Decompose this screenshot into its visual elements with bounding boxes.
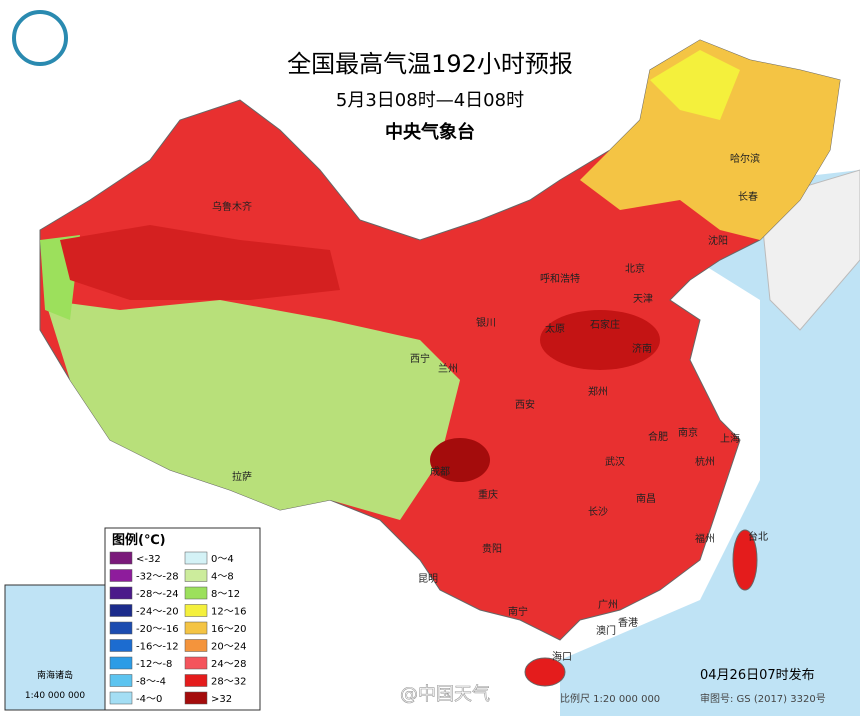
city: 香港 xyxy=(618,617,638,629)
legend-swatch xyxy=(184,569,208,582)
legend-label: -28～-24 xyxy=(136,589,179,600)
org: 中央气象台 xyxy=(385,121,475,143)
city: 南宁 xyxy=(508,605,528,618)
legend-label: >32 xyxy=(211,694,232,705)
city: 福州 xyxy=(695,532,715,545)
legend-label: -8～-4 xyxy=(136,677,166,688)
northeast-hill xyxy=(650,50,740,120)
basin xyxy=(60,225,340,300)
legend-swatch xyxy=(184,621,208,635)
legend-label: 0～4 xyxy=(211,554,234,565)
approval: 审图号: GS (2017) 3320号 xyxy=(700,692,826,705)
city: 石家庄 xyxy=(590,318,620,331)
subtitle: 5月3日08时—4日08时 xyxy=(336,90,524,111)
legend-swatch xyxy=(109,604,133,617)
city: 长沙 xyxy=(588,506,608,518)
logo xyxy=(12,10,68,66)
city: 沈阳 xyxy=(708,234,728,247)
scale: 比例尺 1:20 000 000 xyxy=(560,692,660,705)
legend-label: 24～28 xyxy=(211,659,246,670)
legend-swatch xyxy=(184,674,208,687)
legend-swatch xyxy=(184,586,208,600)
legend-swatch xyxy=(184,551,208,565)
city: 北京 xyxy=(625,262,645,275)
city: 合肥 xyxy=(648,430,668,443)
city: 郑州 xyxy=(588,385,608,398)
city: 天津 xyxy=(633,293,653,305)
inset-scale: 1:40 000 000 xyxy=(25,691,86,701)
legend-label: -32～-28 xyxy=(136,572,179,583)
legend-swatch xyxy=(184,604,208,617)
release: 04月26日07时发布 xyxy=(700,667,815,683)
city: 西宁 xyxy=(410,352,430,365)
legend-label: 16～20 xyxy=(211,624,246,635)
legend-swatch xyxy=(184,656,208,670)
legend-swatch xyxy=(184,691,208,705)
legend-swatch xyxy=(109,639,133,652)
city: 银川 xyxy=(476,316,496,329)
city: 长春 xyxy=(738,191,758,203)
legend-swatch xyxy=(109,621,133,635)
city: 海口 xyxy=(552,650,572,663)
legend-label: -12～-8 xyxy=(136,659,172,670)
legend-title: 图例(℃) xyxy=(112,532,166,548)
legend-label: -16～-12 xyxy=(136,642,179,653)
hot-area xyxy=(430,438,490,482)
city: 成都 xyxy=(430,466,450,478)
city: 上海 xyxy=(720,432,740,445)
northeast xyxy=(580,40,840,240)
legend-label: 12～16 xyxy=(211,607,246,618)
city: 重庆 xyxy=(478,488,498,501)
legend-label: <-32 xyxy=(136,554,161,565)
city: 武汉 xyxy=(605,455,625,468)
legend-label: -24～-20 xyxy=(136,607,179,618)
city: 澳门 xyxy=(596,624,616,637)
legend-swatch xyxy=(109,656,133,670)
plateau xyxy=(45,300,460,520)
legend-swatch xyxy=(109,586,133,600)
city: 南昌 xyxy=(636,492,656,505)
legend-swatch xyxy=(109,551,133,565)
city: 西安 xyxy=(515,398,535,411)
legend-label: -4～0 xyxy=(136,694,162,705)
inset-title: 南海诸岛 xyxy=(37,669,73,681)
city: 乌鲁木齐 xyxy=(212,200,252,213)
title: 全国最高气温192小时预报 xyxy=(287,50,573,78)
inset xyxy=(4,584,106,711)
city: 南京 xyxy=(678,426,698,439)
city: 昆明 xyxy=(418,573,438,585)
city: 济南 xyxy=(632,342,652,355)
legend-label: 28～32 xyxy=(211,677,246,688)
legend-swatch xyxy=(184,639,208,652)
legend-label: 4～8 xyxy=(211,572,234,583)
watermark: @中国天气 xyxy=(400,684,490,705)
city: 呼和浩特 xyxy=(540,273,580,285)
city: 杭州 xyxy=(695,455,715,468)
city: 兰州 xyxy=(438,362,458,375)
city: 广州 xyxy=(598,599,618,611)
city: 哈尔滨 xyxy=(730,152,760,165)
hainan xyxy=(524,657,566,687)
hot-area xyxy=(540,310,660,370)
city: 太原 xyxy=(545,322,565,335)
legend-swatch xyxy=(109,691,133,705)
city: 台北 xyxy=(748,530,768,543)
city: 贵阳 xyxy=(482,542,502,555)
legend-swatch xyxy=(109,674,133,687)
taiwan xyxy=(732,529,758,591)
legend-swatch xyxy=(109,569,133,582)
city: 拉萨 xyxy=(232,470,252,483)
legend-label: 20～24 xyxy=(211,642,246,653)
legend-label: 8～12 xyxy=(211,589,240,600)
legend-label: -20～-16 xyxy=(136,624,179,635)
